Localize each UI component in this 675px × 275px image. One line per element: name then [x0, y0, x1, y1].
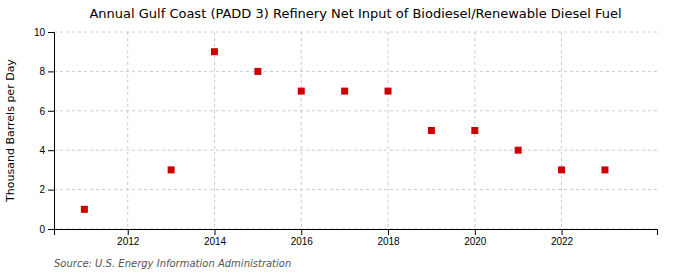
x-tick: 2020: [464, 229, 487, 247]
x-tick-mark: [475, 229, 476, 235]
x-grid-line: [388, 32, 389, 229]
x-tick-label: 2018: [377, 236, 400, 247]
y-tick-mark: [48, 32, 54, 33]
x-tick-mark: [562, 229, 563, 235]
y-grid-line: [54, 189, 657, 190]
point: [515, 147, 522, 154]
x-axis-line: [55, 230, 658, 236]
title: Annual Gulf Coast (PADD 3) Refinery Net …: [89, 6, 621, 21]
y-tick-label: 4: [39, 145, 45, 156]
y-tick-mark: [48, 229, 54, 230]
source: Source: U.S. Energy Information Administ…: [54, 258, 291, 269]
y-tick-mark: [48, 190, 54, 191]
x-axis: 2012 2014 2016 2018 2020 2022: [55, 229, 658, 247]
y-axis-line: [48, 33, 55, 230]
y-tick-mark: [48, 150, 54, 151]
x-grid-line: [561, 32, 562, 229]
point: [558, 166, 565, 173]
point: [385, 88, 392, 95]
point: [471, 127, 478, 134]
x-grid-line: [214, 32, 215, 229]
x-tick-label: 2016: [291, 236, 314, 247]
y-tick-mark: [48, 71, 54, 72]
point: [81, 206, 88, 213]
points: [81, 48, 609, 213]
x-tick-label: 2012: [117, 236, 140, 247]
y-tick-label: 6: [39, 106, 45, 117]
y-tick-label: 10: [34, 27, 46, 38]
y-tick: 6: [39, 106, 54, 117]
x-tick: 2014: [204, 229, 227, 247]
plot-area: 2012 2014 2016 2018 2020 2022 0 2 4 6 8 10: [34, 27, 658, 247]
point: [211, 48, 218, 55]
chart: 2012 2014 2016 2018 2020 2022 0 2 4 6 8 10 Annual Gu…: [0, 0, 675, 275]
x-tick-mark: [301, 229, 302, 235]
x-tick-mark: [388, 229, 389, 235]
x-tick-mark: [128, 229, 129, 235]
point: [428, 127, 435, 134]
point: [168, 166, 175, 173]
y-grid-line: [54, 150, 657, 151]
y-grid-line: [54, 32, 657, 33]
y-grid-line: [54, 110, 657, 111]
y-tick-label: 2: [39, 184, 45, 195]
point: [601, 166, 608, 173]
y-grid-line: [54, 71, 657, 72]
y-tick: 8: [39, 66, 54, 77]
x-tick: 2018: [377, 229, 400, 247]
x-grid-line: [301, 32, 302, 229]
point: [298, 88, 305, 95]
y-axis: 0 2 4 6 8 10: [34, 27, 55, 235]
x-tick: 2016: [291, 229, 314, 247]
x-tick-mark: [215, 229, 216, 235]
x-tick: 2022: [551, 229, 574, 247]
x-tick-label: 2022: [551, 236, 574, 247]
x-tick-label: 2020: [464, 236, 487, 247]
x-grid-line: [127, 32, 128, 229]
y-tick-label: 0: [39, 224, 45, 235]
grid: [54, 32, 657, 229]
point: [254, 68, 261, 75]
y-tick: 2: [39, 184, 54, 195]
y-tick: 4: [39, 145, 54, 156]
x-tick: 2012: [117, 229, 140, 247]
x-tick-label: 2014: [204, 236, 227, 247]
point: [341, 88, 348, 95]
y-tick-label: 8: [39, 66, 45, 77]
y-axis-title: Thousand Barrels per Day: [4, 59, 17, 203]
y-tick-mark: [48, 111, 54, 112]
y-tick: 10: [34, 27, 54, 38]
y-tick: 0: [39, 224, 54, 235]
